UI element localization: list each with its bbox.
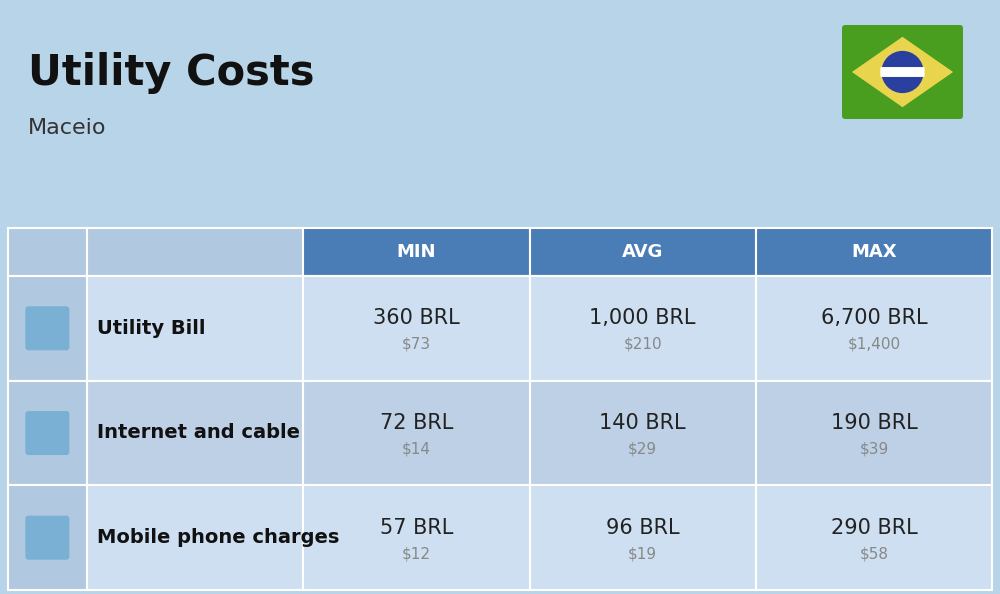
Text: MAX: MAX: [851, 243, 897, 261]
Bar: [530, 228, 756, 276]
Text: 6,700 BRL: 6,700 BRL: [821, 308, 927, 328]
FancyBboxPatch shape: [25, 411, 69, 455]
Bar: [530, 485, 756, 590]
Text: 290 BRL: 290 BRL: [831, 517, 917, 538]
Bar: [8, 381, 87, 485]
Text: Utility Bill: Utility Bill: [97, 319, 205, 338]
Bar: [756, 485, 992, 590]
Text: Maceio: Maceio: [28, 118, 106, 138]
Bar: [87, 485, 303, 590]
Bar: [8, 485, 87, 590]
Text: Utility Costs: Utility Costs: [28, 52, 314, 94]
Text: MIN: MIN: [397, 243, 436, 261]
Bar: [756, 276, 992, 381]
Bar: [8, 228, 87, 276]
Text: $19: $19: [628, 546, 657, 561]
Text: 360 BRL: 360 BRL: [373, 308, 460, 328]
Text: $29: $29: [628, 441, 657, 457]
Text: $73: $73: [402, 337, 431, 352]
Text: $58: $58: [859, 546, 888, 561]
Bar: [756, 381, 992, 485]
Bar: [303, 381, 530, 485]
Polygon shape: [852, 37, 953, 107]
Text: 96 BRL: 96 BRL: [606, 517, 679, 538]
Text: 1,000 BRL: 1,000 BRL: [589, 308, 696, 328]
Bar: [303, 228, 530, 276]
Text: $12: $12: [402, 546, 431, 561]
Text: AVG: AVG: [622, 243, 663, 261]
Bar: [756, 228, 992, 276]
Text: 72 BRL: 72 BRL: [380, 413, 453, 433]
Bar: [87, 381, 303, 485]
Text: $14: $14: [402, 441, 431, 457]
Bar: [87, 228, 303, 276]
Text: 57 BRL: 57 BRL: [380, 517, 453, 538]
Bar: [87, 276, 303, 381]
Text: 190 BRL: 190 BRL: [831, 413, 917, 433]
Bar: [530, 276, 756, 381]
Text: $210: $210: [623, 337, 662, 352]
Text: $1,400: $1,400: [847, 337, 900, 352]
Bar: [8, 276, 87, 381]
FancyBboxPatch shape: [880, 67, 925, 77]
Bar: [530, 381, 756, 485]
Text: 140 BRL: 140 BRL: [599, 413, 686, 433]
FancyBboxPatch shape: [25, 516, 69, 560]
FancyBboxPatch shape: [25, 307, 69, 350]
Bar: [303, 276, 530, 381]
Circle shape: [881, 51, 924, 93]
Bar: [303, 485, 530, 590]
FancyBboxPatch shape: [842, 25, 963, 119]
Text: $39: $39: [859, 441, 889, 457]
Text: Internet and cable: Internet and cable: [97, 424, 300, 443]
Text: Mobile phone charges: Mobile phone charges: [97, 528, 339, 547]
